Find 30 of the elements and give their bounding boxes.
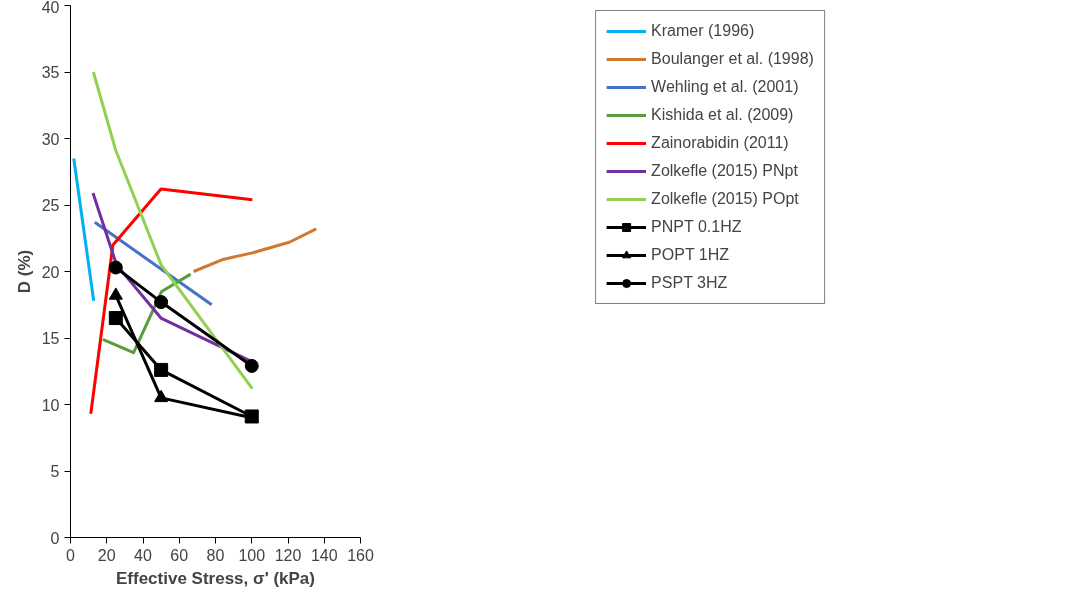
y-tick-label: 30 <box>41 130 60 148</box>
y-tick-label: 5 <box>50 463 60 480</box>
y-axis-title: D (%) <box>14 249 34 294</box>
y-tick-label: 25 <box>41 197 60 214</box>
legend-label: Boulanger et al. (1998) <box>651 50 814 68</box>
x-tick-label: 100 <box>238 546 266 564</box>
y-tick-label: 15 <box>41 330 60 347</box>
y-tick-label: 35 <box>41 64 60 81</box>
legend-label: Zolkefle (2015) POpt <box>651 190 799 208</box>
legend-label: POPT 1HZ <box>651 246 730 264</box>
x-tick-label: 140 <box>310 546 338 564</box>
y-tick-label: 10 <box>41 396 60 414</box>
x-tick-label: 60 <box>170 546 189 564</box>
y-tick-label: 0 <box>50 529 60 547</box>
legend-label: Zolkefle (2015) PNpt <box>651 162 798 180</box>
y-tick-label: 20 <box>41 263 60 281</box>
x-tick-label: 0 <box>66 546 76 564</box>
x-axis-title: Effective Stress, σ' (kPa) <box>116 568 315 588</box>
legend-label: Zainorabidin (2011) <box>651 134 789 152</box>
x-tick-label: 20 <box>97 546 116 564</box>
x-tick-label: 40 <box>134 546 152 564</box>
legend-label: Wehling et al. (2001) <box>651 78 799 96</box>
legend-label: PSPT 3HZ <box>651 274 728 292</box>
legend-label: Kishida et al. (2009) <box>651 106 794 124</box>
legend-label: Kramer (1996) <box>651 22 755 40</box>
legend-label: PNPT 0.1HZ <box>651 218 742 236</box>
x-tick-label: 160 <box>347 546 374 564</box>
x-tick-label: 80 <box>206 546 225 564</box>
y-tick-label: 40 <box>41 0 60 16</box>
x-tick-label: 120 <box>274 546 302 564</box>
